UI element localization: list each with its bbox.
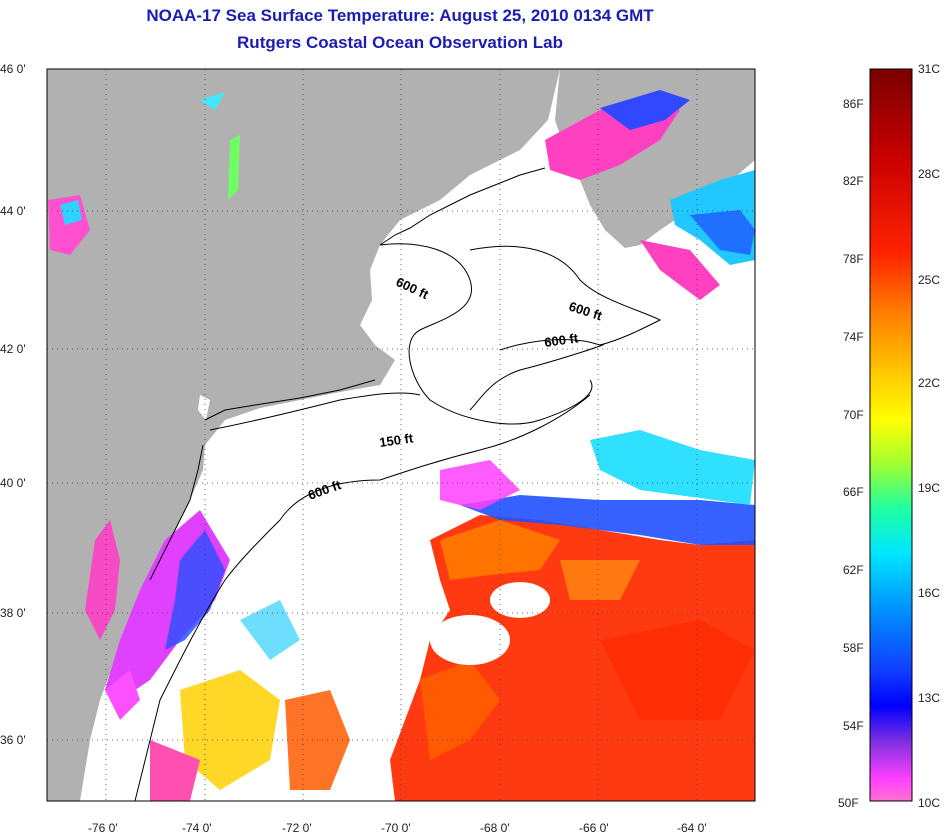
temperature-colorbar (869, 68, 913, 802)
fahrenheit-label: 86F (843, 97, 864, 111)
lat-tick-label: 36 0' (0, 733, 26, 747)
fahrenheit-label: 62F (843, 563, 864, 577)
lat-tick-label: 44 0' (0, 204, 26, 218)
celsius-label: 19C (918, 481, 940, 495)
fahrenheit-label: 66F (843, 485, 864, 499)
land-us-east (47, 69, 560, 801)
map-title: NOAA-17 Sea Surface Temperature: August … (146, 6, 654, 25)
lat-tick-label: 42 0' (0, 342, 26, 356)
contour-label: 600 ft (543, 330, 579, 350)
celsius-label: 10C (918, 796, 940, 810)
fahrenheit-label: 70F (843, 408, 864, 422)
lon-tick-label: -76 0' (88, 821, 118, 835)
lat-tick-label: 46 0' (0, 62, 26, 76)
longitude-axis: -76 0' -74 0' -72 0' -70 0' -68 0' -66 0… (88, 821, 707, 835)
lon-tick-label: -68 0' (480, 821, 510, 835)
contour-label: 150 ft (378, 430, 414, 450)
map-frame (46, 68, 756, 802)
colorbar-fahrenheit-labels: 86F 82F 78F 74F 70F 66F 62F 58F 54F 50F (838, 97, 864, 810)
fahrenheit-label: 58F (843, 641, 864, 655)
fahrenheit-label: 82F (843, 174, 864, 188)
latitude-axis: 46 0' 44 0' 42 0' 40 0' 38 0' 36 0' (0, 62, 26, 747)
fahrenheit-label: 74F (843, 330, 864, 344)
lon-tick-label: -72 0' (282, 821, 312, 835)
celsius-label: 31C (918, 62, 940, 76)
depth-contours (134, 243, 662, 801)
map-body (47, 69, 755, 801)
colorbar-celsius-labels: 31C 28C 25C 22C 19C 16C 13C 10C (918, 62, 940, 810)
fahrenheit-label: 78F (843, 252, 864, 266)
lat-tick-label: 38 0' (0, 606, 26, 620)
sst-gulf-stream-warm (390, 515, 755, 801)
celsius-label: 25C (918, 273, 940, 287)
celsius-label: 28C (918, 167, 940, 181)
lon-tick-label: -70 0' (381, 821, 411, 835)
lon-tick-label: -74 0' (182, 821, 212, 835)
lon-tick-label: -64 0' (677, 821, 707, 835)
lon-tick-label: -66 0' (579, 821, 609, 835)
celsius-label: 13C (918, 691, 940, 705)
map-subtitle: Rutgers Coastal Ocean Observation Lab (237, 33, 563, 52)
lat-tick-label: 40 0' (0, 476, 26, 490)
fahrenheit-label: 50F (838, 796, 859, 810)
celsius-label: 22C (918, 376, 940, 390)
celsius-label: 16C (918, 586, 940, 600)
fahrenheit-label: 54F (843, 719, 864, 733)
